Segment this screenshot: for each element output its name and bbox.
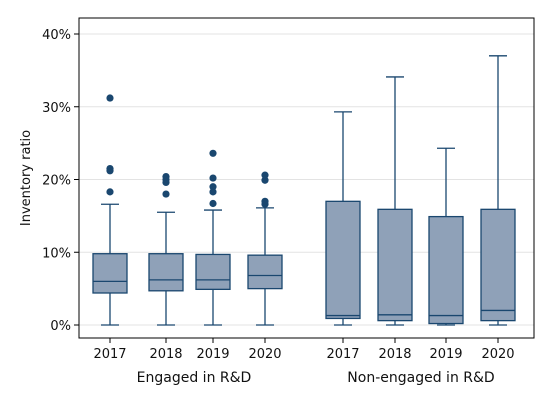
y-axis-label: Inventory ratio [19,130,34,226]
y-tick-label: 30% [42,101,71,116]
outlier-point [261,171,269,179]
x-tick-label: 2020 [481,347,514,362]
iqr-box [325,200,361,320]
y-tick-label: 40% [42,28,71,43]
outlier-point [209,174,217,182]
outlier-point [209,188,217,196]
outlier-point [209,183,217,191]
outlier-point [106,188,114,196]
outlier-point [261,197,269,205]
box-2020 [247,171,283,326]
outlier-point [106,94,114,102]
x-tick-label: 2018 [149,347,182,362]
x-tick-label: 2019 [196,347,229,362]
iqr-box [148,253,184,292]
iqr-box [377,208,413,322]
iqr-box [195,253,231,291]
outlier-point [209,149,217,157]
box-2017 [92,94,128,326]
boxes [92,55,516,326]
x-tick-label: 2017 [93,347,126,362]
box-2019 [195,149,231,326]
iqr-box [247,254,283,290]
iqr-box [480,208,516,322]
y-tick-label: 10% [42,246,71,261]
outlier-point [261,176,269,184]
group-label: Non-engaged in R&D [347,370,494,386]
box-2018 [377,76,413,326]
box-2019 [428,147,464,326]
axes: 0% 10% 20% 30% 40% 2017 2018 2019 2020 Engaged in… [42,28,514,386]
box-2018 [148,172,184,326]
outlier-point [162,190,170,198]
plot-frame [78,17,535,339]
iqr-box [428,215,464,325]
x-tick-label: 2017 [326,347,359,362]
group-label: Engaged in R&D [137,370,252,386]
x-tick-label: 2018 [378,347,411,362]
x-tick-label: 2020 [248,347,281,362]
box-2017 [325,111,361,326]
y-tick-label: 20% [42,174,71,189]
outlier-point [162,172,170,181]
outlier-point [106,164,114,173]
x-tick-label: 2019 [429,347,462,362]
box-2020 [480,55,516,326]
outlier-point [209,199,217,208]
y-tick-label: 0% [50,319,71,334]
iqr-box [92,253,128,294]
gridlines [79,33,534,326]
